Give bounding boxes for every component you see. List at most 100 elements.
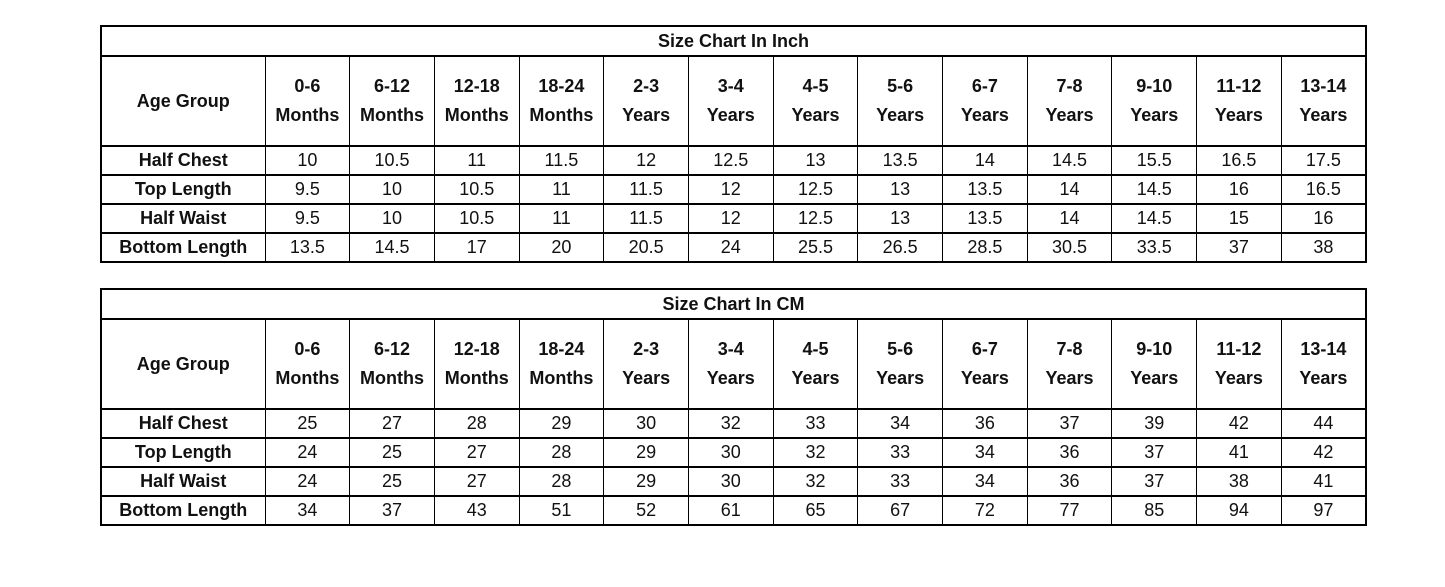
value-cell: 13.5 [264, 232, 351, 263]
value-cell: 65 [772, 495, 859, 526]
age-unit: Years [1299, 368, 1348, 388]
age-range: 0-6 [294, 76, 321, 96]
value-cell: 38 [1280, 232, 1367, 263]
value-cell: 33.5 [1111, 232, 1198, 263]
row-label: Top Length [100, 437, 266, 468]
value-cell: 37 [1111, 466, 1198, 497]
value-cell: 61 [687, 495, 774, 526]
value-cell: 11 [433, 145, 520, 176]
column-header-2-3: 2-3 Years [603, 318, 689, 410]
value-cell: 33 [857, 466, 943, 497]
value-cell: 26.5 [857, 232, 943, 263]
value-cell: 27 [433, 437, 520, 468]
age-unit: Years [960, 368, 1009, 388]
age-unit: Years [876, 105, 925, 125]
value-cell: 13 [772, 145, 859, 176]
value-cell: 29 [603, 466, 689, 497]
value-cell: 20.5 [603, 232, 689, 263]
value-cell: 12 [603, 145, 689, 176]
measurement-row: Top Length 24 25 27 28 29 30 32 33 34 36 37 41 42 [100, 437, 1367, 468]
age-unit: Years [876, 368, 925, 388]
age-range: 7-8 [1056, 76, 1083, 96]
age-unit: Years [1214, 105, 1263, 125]
age-range: 13-14 [1300, 339, 1347, 359]
age-range: 5-6 [887, 339, 914, 359]
measurement-row: Bottom Length 13.5 14.5 17 20 20.5 24 25.5 26.5 2… [100, 232, 1367, 263]
column-header-0-6: 0-6 Months [264, 55, 351, 147]
row-label: Half Waist [100, 203, 266, 234]
value-cell: 42 [1196, 408, 1282, 439]
row-label: Bottom Length [100, 232, 266, 263]
age-range: 6-7 [971, 76, 998, 96]
measurement-row: Top Length 9.5 10 10.5 11 11.5 12 12.5 13 13.5 14 1… [100, 174, 1367, 205]
age-range: 5-6 [887, 76, 914, 96]
value-cell: 67 [857, 495, 943, 526]
value-cell: 10.5 [433, 203, 520, 234]
age-unit: Years [1130, 368, 1179, 388]
measurement-row: Half Chest 25 27 28 29 30 32 33 34 36 37 39 42 44 [100, 408, 1367, 439]
row-label: Half Waist [100, 466, 266, 497]
age-range: 2-3 [633, 76, 660, 96]
age-range: 4-5 [802, 76, 829, 96]
value-cell: 28 [433, 408, 520, 439]
value-cell: 42 [1280, 437, 1367, 468]
column-header-7-8: 7-8 Years [1026, 55, 1113, 147]
value-cell: 15 [1196, 203, 1282, 234]
age-range: 18-24 [538, 76, 585, 96]
value-cell: 94 [1196, 495, 1282, 526]
column-header-18-24: 18-24 Months [518, 318, 605, 410]
value-cell: 28.5 [942, 232, 1028, 263]
age-range: 4-5 [802, 339, 829, 359]
column-header-4-5: 4-5 Years [772, 318, 859, 410]
column-header-11-12: 11-12 Years [1196, 55, 1282, 147]
column-header-0-6: 0-6 Months [264, 318, 351, 410]
value-cell: 13.5 [857, 145, 943, 176]
age-unit: Years [1299, 105, 1348, 125]
value-cell: 17.5 [1280, 145, 1367, 176]
value-cell: 10.5 [349, 145, 435, 176]
column-header-12-18: 12-18 Months [433, 55, 520, 147]
column-header-9-10: 9-10 Years [1111, 55, 1198, 147]
value-cell: 12 [687, 203, 774, 234]
value-cell: 17 [433, 232, 520, 263]
value-cell: 77 [1026, 495, 1113, 526]
value-cell: 32 [772, 466, 859, 497]
row-label: Half Chest [100, 145, 266, 176]
value-cell: 15.5 [1111, 145, 1198, 176]
value-cell: 52 [603, 495, 689, 526]
value-cell: 37 [1111, 437, 1198, 468]
value-cell: 34 [942, 437, 1028, 468]
value-cell: 10.5 [433, 174, 520, 205]
value-cell: 24 [264, 466, 351, 497]
value-cell: 12.5 [772, 174, 859, 205]
value-cell: 97 [1280, 495, 1367, 526]
value-cell: 44 [1280, 408, 1367, 439]
value-cell: 28 [518, 437, 605, 468]
value-cell: 14.5 [1111, 174, 1198, 205]
value-cell: 9.5 [264, 203, 351, 234]
age-range: 11-12 [1216, 76, 1262, 96]
age-range: 6-12 [374, 76, 411, 96]
age-range: 12-18 [453, 76, 500, 96]
value-cell: 13.5 [942, 174, 1028, 205]
value-cell: 11 [518, 174, 605, 205]
column-header-6-7: 6-7 Years [942, 318, 1028, 410]
value-cell: 39 [1111, 408, 1198, 439]
value-cell: 13 [857, 174, 943, 205]
value-cell: 16.5 [1196, 145, 1282, 176]
age-group-header-row: Age Group 0-6 Months 6-12 Months 12-18 Months 1… [100, 55, 1367, 147]
measurement-row: Half Chest 10 10.5 11 11.5 12 12.5 13 13.5 14 14.5… [100, 145, 1367, 176]
column-header-13-14: 13-14 Years [1280, 318, 1367, 410]
value-cell: 10 [349, 203, 435, 234]
column-header-12-18: 12-18 Months [433, 318, 520, 410]
column-header-6-7: 6-7 Years [942, 55, 1028, 147]
value-cell: 36 [1026, 437, 1113, 468]
row-label: Top Length [100, 174, 266, 205]
table-title-row: Size Chart In CM [100, 288, 1367, 320]
value-cell: 37 [1026, 408, 1113, 439]
age-unit: Months [444, 368, 509, 388]
measurement-row: Half Waist 24 25 27 28 29 30 32 33 34 36 37 38 41 [100, 466, 1367, 497]
value-cell: 30 [603, 408, 689, 439]
value-cell: 20 [518, 232, 605, 263]
column-header-18-24: 18-24 Months [518, 55, 605, 147]
